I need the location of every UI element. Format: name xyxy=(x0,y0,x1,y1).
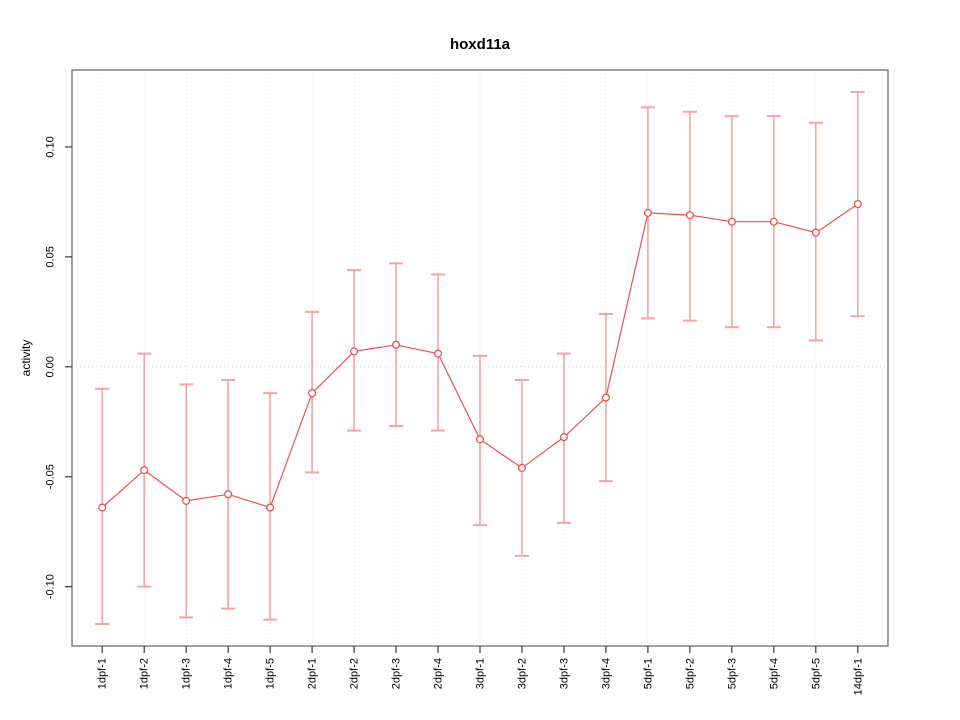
error-bars xyxy=(95,90,865,626)
axes: -0.10 -0.05 0.00 0.05 0.10 1dpf-1 1dpf-2 1dpf-3… xyxy=(45,69,889,695)
data-point xyxy=(601,393,610,402)
y-tick-label: 0.10 xyxy=(45,136,57,157)
data-point xyxy=(308,389,317,398)
x-tick-label: 3dpf-3 xyxy=(558,658,570,689)
data-point xyxy=(685,211,694,220)
x-tick-label: 3dpf-4 xyxy=(600,658,612,689)
data-point xyxy=(517,463,526,472)
x-tick-label: 5dpf-5 xyxy=(810,658,822,689)
data-point xyxy=(266,503,275,512)
x-tick-label: 1dpf-2 xyxy=(139,658,151,689)
data-point xyxy=(727,217,736,226)
data-point xyxy=(769,217,778,226)
chart-title: hoxd11a xyxy=(450,36,511,53)
x-tick-label: 2dpf-1 xyxy=(307,658,319,689)
x-tick-label: 1dpf-3 xyxy=(181,658,193,689)
data-point xyxy=(476,435,485,444)
data-points xyxy=(98,200,862,512)
data-point xyxy=(811,228,820,237)
data-point xyxy=(643,208,652,217)
x-tick-label: 2dpf-3 xyxy=(391,658,403,689)
y-axis-label: activity xyxy=(19,340,33,377)
data-point xyxy=(434,349,443,358)
x-tick-label: 5dpf-4 xyxy=(768,658,780,689)
y-tick-label: -0.05 xyxy=(45,464,57,489)
y-tick-label: -0.10 xyxy=(45,574,57,599)
x-tick-label: 5dpf-1 xyxy=(642,658,654,689)
x-tick-label: 5dpf-2 xyxy=(684,658,696,689)
data-point xyxy=(559,433,568,442)
data-point xyxy=(224,490,233,499)
data-point xyxy=(182,496,191,505)
x-tick-label: 3dpf-2 xyxy=(516,658,528,689)
data-point xyxy=(98,503,107,512)
data-point xyxy=(140,466,149,475)
data-point xyxy=(350,347,359,356)
y-tick-label: 0.05 xyxy=(45,246,57,267)
x-tick-label: 1dpf-4 xyxy=(223,658,235,689)
x-tick-label: 1dpf-5 xyxy=(265,658,277,689)
x-tick-label: 3dpf-1 xyxy=(475,658,487,689)
x-tick-label: 2dpf-2 xyxy=(349,658,361,689)
y-tick-label: 0.00 xyxy=(45,356,57,377)
data-point xyxy=(392,340,401,349)
x-tick-label: 5dpf-3 xyxy=(726,658,738,689)
x-tick-label: 2dpf-4 xyxy=(433,658,445,689)
x-tick-label: 14dpf-1 xyxy=(852,658,864,695)
x-tick-label: 1dpf-1 xyxy=(97,658,109,689)
data-point xyxy=(853,200,862,209)
